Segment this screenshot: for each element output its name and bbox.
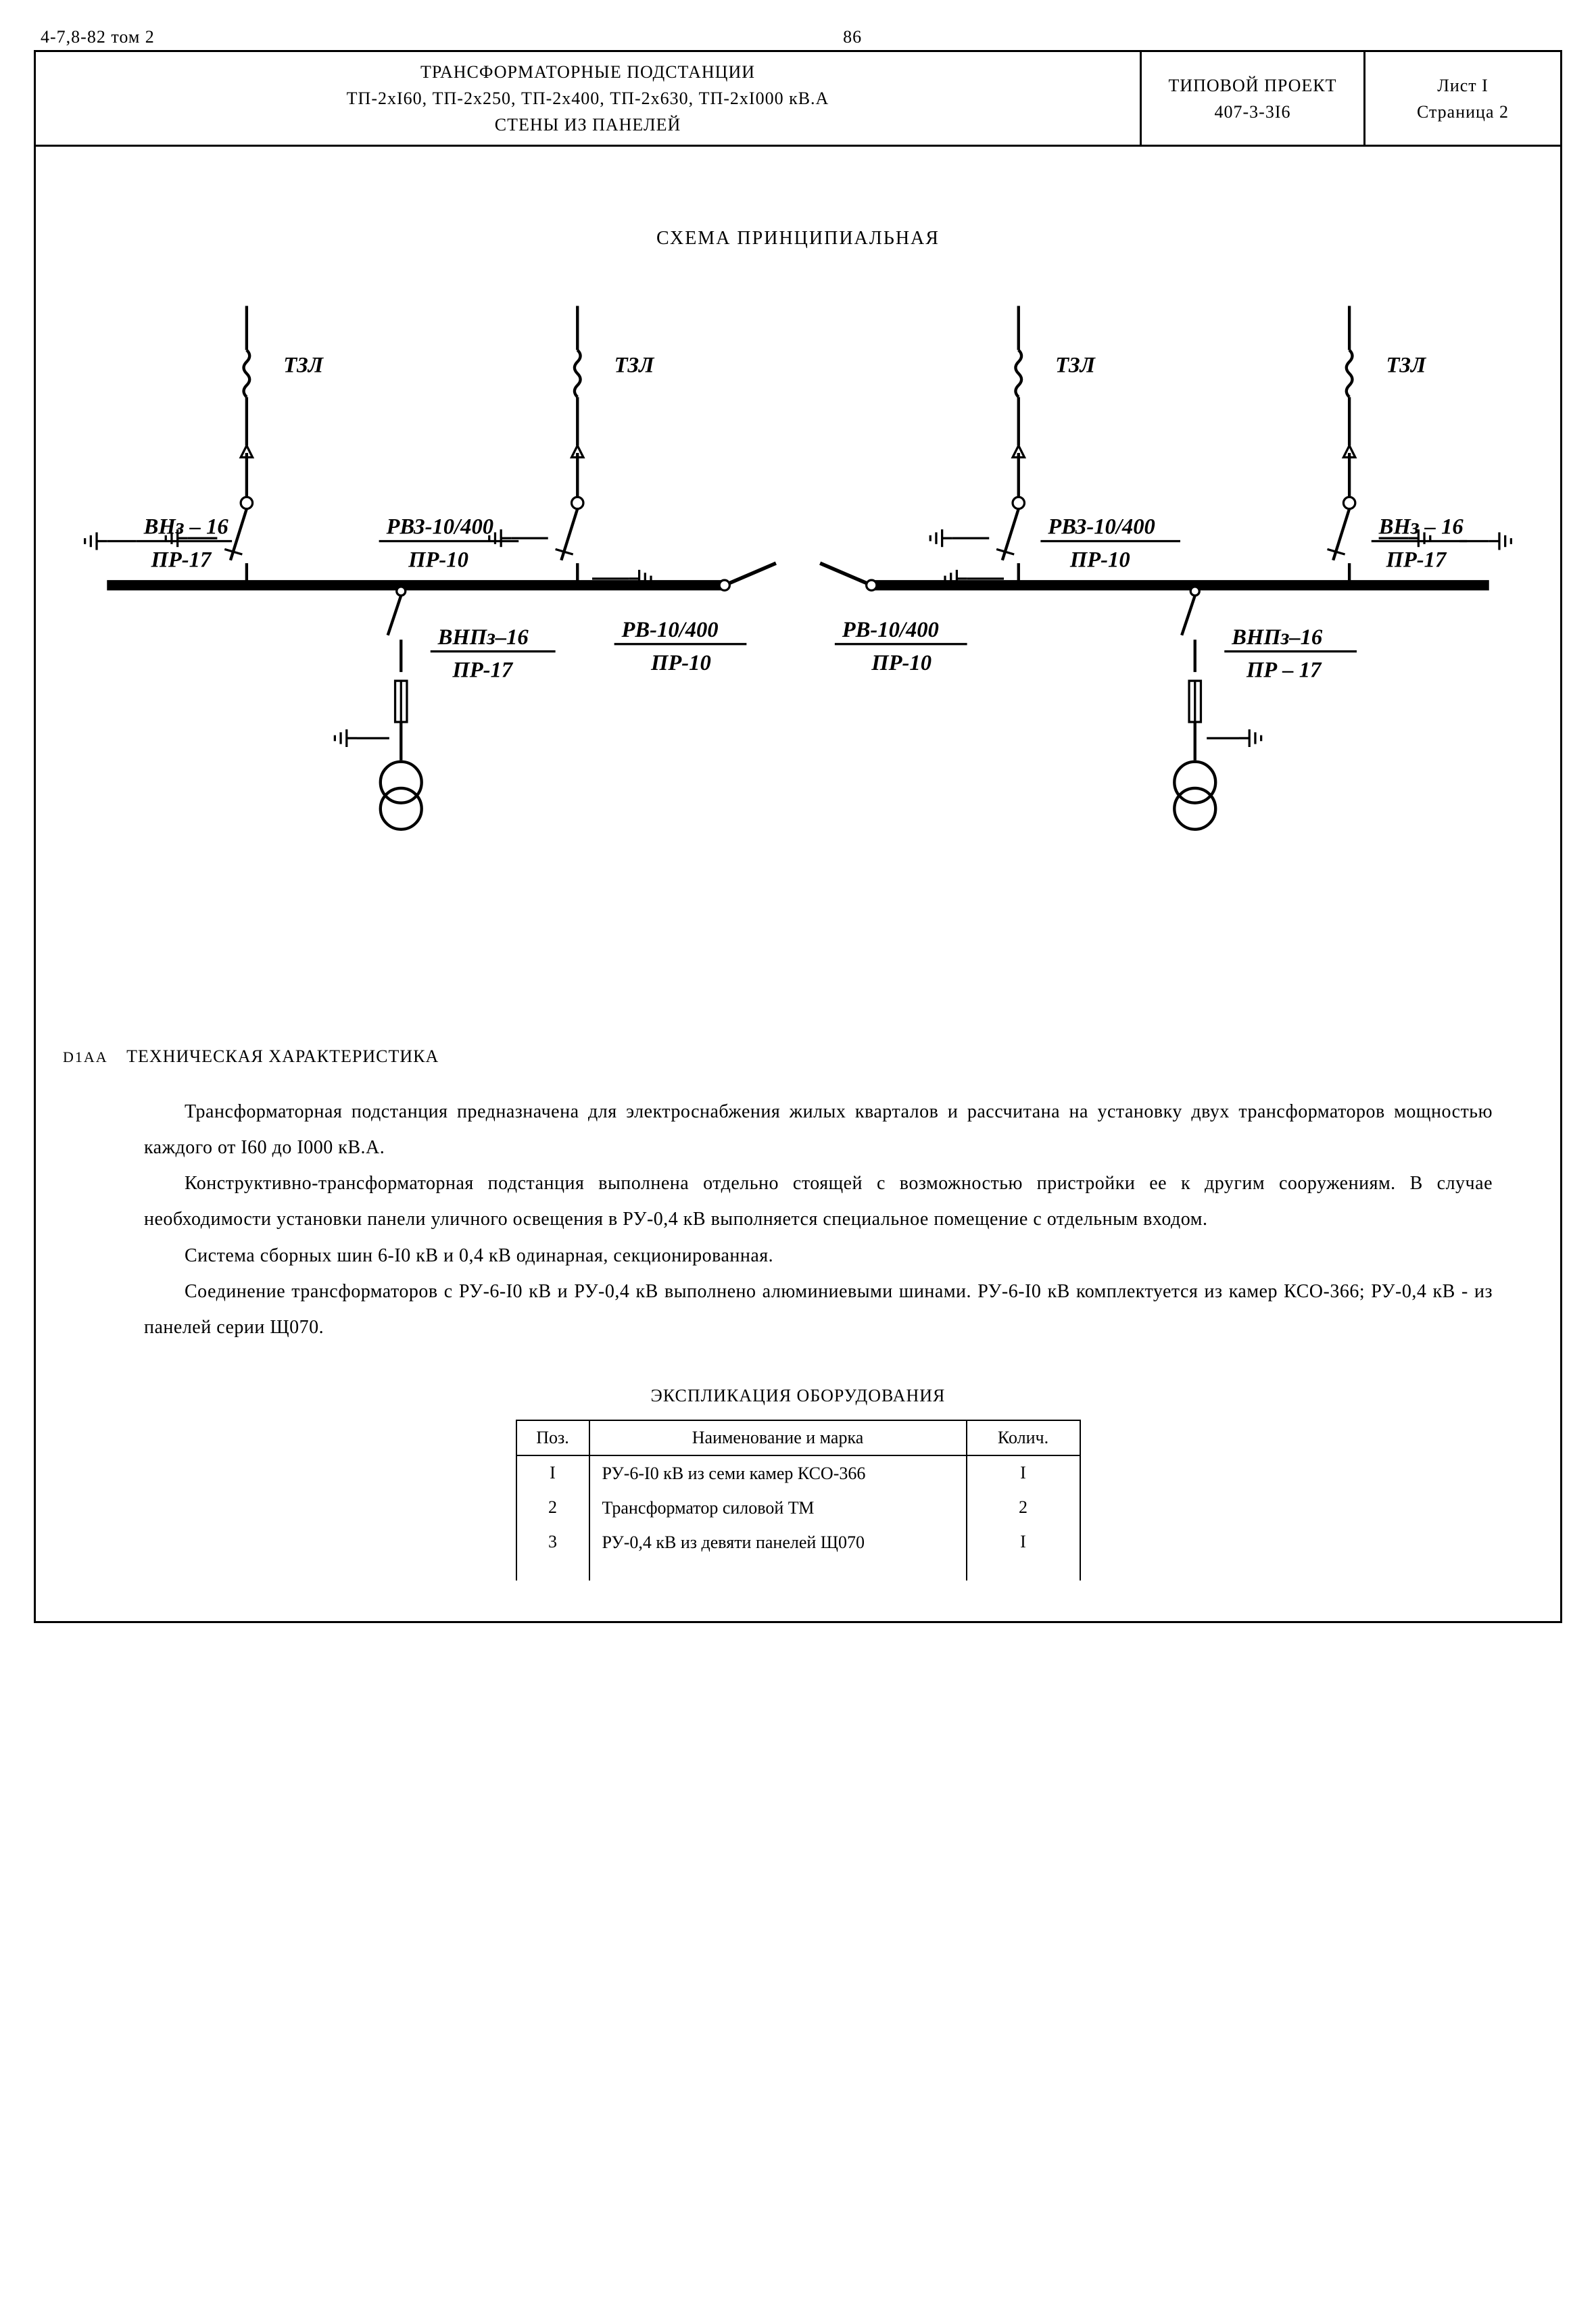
- cell-pos: I: [516, 1455, 589, 1491]
- label-rvz-2b: ПР-10: [1069, 548, 1130, 573]
- label-vn316-1t: ВНз – 16: [143, 515, 229, 539]
- page-number: 86: [843, 27, 862, 47]
- table-row: 2 Трансформатор силовой ТМ 2: [516, 1491, 1080, 1525]
- cell-name: РУ-0,4 кВ из девяти панелей Щ070: [589, 1525, 967, 1580]
- project-label: ТИПОВОЙ ПРОЕКТ: [1151, 72, 1354, 99]
- label-rvz-1t: РВЗ-10/400: [386, 515, 494, 539]
- cell-pos: 3: [516, 1525, 589, 1580]
- equip-h-pos: Поз.: [516, 1420, 589, 1455]
- tech-heading-row: D1AA ТЕХНИЧЕСКАЯ ХАРАКТЕРИСТИКА: [63, 1046, 1533, 1067]
- label-rvz-2t: РВЗ-10/400: [1047, 515, 1155, 539]
- equip-h-name: Наименование и марка: [589, 1420, 967, 1455]
- equip-h-qty: Колич.: [967, 1420, 1080, 1455]
- title-line3: СТЕНЫ ИЗ ПАНЕЛЕЙ: [45, 112, 1130, 138]
- label-tzl-4: ТЗЛ: [1386, 353, 1428, 377]
- titleblock-main: ТРАНСФОРМАТОРНЫЕ ПОДСТАНЦИИ ТП-2xI60, ТП…: [36, 52, 1142, 145]
- label-rvz-1b: ПР-10: [408, 548, 468, 573]
- tech-code: D1AA: [63, 1048, 108, 1065]
- tech-p3: Система сборных шин 6-I0 кВ и 0,4 кВ оди…: [144, 1238, 1493, 1274]
- tech-heading: ТЕХНИЧЕСКАЯ ХАРАКТЕРИСТИКА: [126, 1046, 439, 1066]
- schematic-diagram: ТЗЛ ТЗЛ ТЗЛ ТЗЛ: [63, 276, 1533, 938]
- cell-name: РУ-6-I0 кВ из семи камер КСО-366: [589, 1455, 967, 1491]
- label-vn316-1b: ПР-17: [151, 548, 212, 573]
- label-vn316-2t: ВНз – 16: [1378, 515, 1464, 539]
- cell-qty: 2: [967, 1491, 1080, 1525]
- label-rv-1t: РВ-10/400: [621, 618, 719, 642]
- titleblock-project: ТИПОВОЙ ПРОЕКТ 407-3-3I6: [1142, 52, 1365, 145]
- cell-pos: 2: [516, 1491, 589, 1525]
- label-tzl-3: ТЗЛ: [1055, 353, 1096, 377]
- sheet-number: Лист I: [1375, 72, 1551, 99]
- cell-qty: I: [967, 1525, 1080, 1580]
- label-vn316-2b: ПР-17: [1386, 548, 1447, 573]
- label-vnpz-2t: ВНПз–16: [1231, 625, 1323, 650]
- title-line2: ТП-2xI60, ТП-2x250, ТП-2x400, ТП-2x630, …: [45, 85, 1130, 112]
- label-rv-2t: РВ-10/400: [842, 618, 939, 642]
- tech-body: Трансформаторная подстанция предназначен…: [144, 1094, 1493, 1345]
- label-rv-1b: ПР-10: [650, 651, 711, 675]
- label-vnpz-1b: ПР-17: [452, 658, 513, 683]
- schematic-title: СХЕМА ПРИНЦИПИАЛЬНАЯ: [63, 228, 1533, 249]
- label-vnpz-1t: ВНПз–16: [437, 625, 529, 650]
- tech-p4: Соединение трансформаторов с РУ-6-I0 кВ …: [144, 1274, 1493, 1345]
- page-frame: ТРАНСФОРМАТОРНЫЕ ПОДСТАНЦИИ ТП-2xI60, ТП…: [34, 50, 1562, 1623]
- equip-table: Поз. Наименование и марка Колич. I РУ-6-…: [516, 1420, 1081, 1581]
- project-number: 407-3-3I6: [1151, 99, 1354, 125]
- titleblock-sheet: Лист I Страница 2: [1365, 52, 1560, 145]
- title-line1: ТРАНСФОРМАТОРНЫЕ ПОДСТАНЦИИ: [45, 59, 1130, 85]
- label-rv-2b: ПР-10: [871, 651, 932, 675]
- table-row: I РУ-6-I0 кВ из семи камер КСО-366 I: [516, 1455, 1080, 1491]
- titleblock: ТРАНСФОРМАТОРНЫЕ ПОДСТАНЦИИ ТП-2xI60, ТП…: [36, 52, 1560, 147]
- tech-p1: Трансформаторная подстанция предназначен…: [144, 1094, 1493, 1165]
- tech-p2: Конструктивно-трансформаторная подстанци…: [144, 1165, 1493, 1237]
- table-row: 3 РУ-0,4 кВ из девяти панелей Щ070 I: [516, 1525, 1080, 1580]
- label-tzl-1: ТЗЛ: [283, 353, 324, 377]
- label-tzl-2: ТЗЛ: [614, 353, 656, 377]
- label-vnpz-2b: ПР – 17: [1246, 658, 1322, 683]
- cell-qty: I: [967, 1455, 1080, 1491]
- equip-title: ЭКСПЛИКАЦИЯ ОБОРУДОВАНИЯ: [63, 1386, 1533, 1406]
- cell-name: Трансформатор силовой ТМ: [589, 1491, 967, 1525]
- doc-code: 4-7,8-82 том 2: [41, 27, 155, 47]
- page-subnumber: Страница 2: [1375, 99, 1551, 125]
